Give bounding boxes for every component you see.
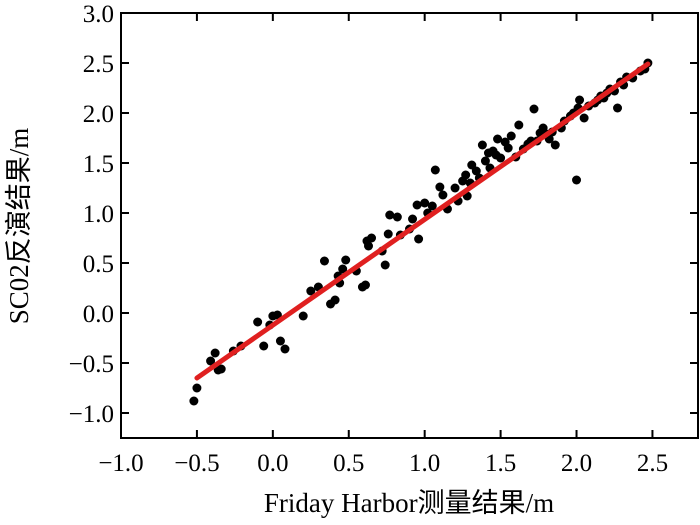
data-point: [572, 175, 582, 185]
x-tick-label: 1.5: [485, 450, 516, 477]
y-tick-label: 3.0: [83, 1, 114, 28]
y-axis-title: SC02反演结果/m: [4, 128, 34, 325]
data-point: [550, 140, 560, 150]
data-point: [380, 260, 390, 270]
y-tick-label: 0.5: [83, 251, 114, 278]
data-point: [189, 396, 199, 406]
data-point: [529, 104, 539, 114]
data-point: [477, 140, 487, 150]
data-point: [427, 201, 437, 211]
data-point: [360, 280, 370, 290]
data-point: [514, 120, 524, 130]
data-point: [306, 286, 316, 296]
data-point: [496, 153, 506, 163]
plot-frame: [120, 12, 699, 439]
data-points: [189, 58, 653, 406]
data-point: [392, 212, 402, 222]
x-tick-label: −0.5: [174, 450, 219, 477]
data-point: [613, 103, 623, 113]
data-point: [383, 229, 393, 239]
data-point: [575, 95, 585, 105]
data-point: [385, 210, 395, 220]
data-point: [259, 341, 269, 351]
x-tick-label: 1.0: [409, 450, 440, 477]
x-tick-label: 2.0: [561, 450, 592, 477]
data-point: [503, 143, 513, 153]
tick-marks: [120, 12, 698, 438]
y-tick-labels: −1.0 −0.5 0.0 0.5 1.0 1.5 2.0 2.5 3.0: [69, 1, 114, 428]
data-point: [319, 256, 329, 266]
x-tick-label: −1.0: [98, 450, 143, 477]
data-point: [253, 317, 263, 327]
data-point: [192, 383, 202, 393]
data-point: [330, 295, 340, 305]
data-point: [408, 214, 418, 224]
x-tick-label: 2.5: [637, 450, 668, 477]
data-point: [480, 156, 490, 166]
y-tick-label: 1.0: [83, 201, 114, 228]
data-point: [450, 183, 460, 193]
data-point: [298, 311, 308, 321]
y-tick-label: 1.5: [83, 151, 114, 178]
x-tick-label: 0.0: [257, 450, 288, 477]
data-point: [506, 131, 516, 141]
data-point: [493, 134, 503, 144]
y-tick-label: −0.5: [69, 351, 114, 378]
x-axis-title: Friday Harbor测量结果/m: [264, 488, 554, 518]
data-point: [216, 364, 226, 374]
x-tick-label: 0.5: [333, 450, 364, 477]
data-point: [435, 182, 445, 192]
data-point: [412, 200, 422, 210]
data-point: [430, 165, 440, 175]
data-point: [272, 310, 282, 320]
data-point: [579, 113, 589, 123]
data-point: [280, 344, 290, 354]
data-point: [471, 166, 481, 176]
x-tick-labels: −1.0 −0.5 0.0 0.5 1.0 1.5 2.0 2.5: [98, 450, 668, 477]
data-point: [461, 170, 471, 180]
data-point: [364, 241, 374, 251]
data-point: [341, 255, 351, 265]
data-point: [420, 198, 430, 208]
data-point: [367, 233, 377, 243]
data-point: [210, 348, 220, 358]
data-point: [206, 356, 216, 366]
fit-line: [194, 61, 651, 381]
y-tick-label: −1.0: [69, 401, 114, 428]
y-tick-label: 2.5: [83, 51, 114, 78]
y-tick-label: 0.0: [83, 301, 114, 328]
data-point: [438, 190, 448, 200]
data-point: [414, 234, 424, 244]
y-tick-label: 2.0: [83, 101, 114, 128]
data-point: [338, 264, 348, 274]
data-point: [275, 336, 285, 346]
